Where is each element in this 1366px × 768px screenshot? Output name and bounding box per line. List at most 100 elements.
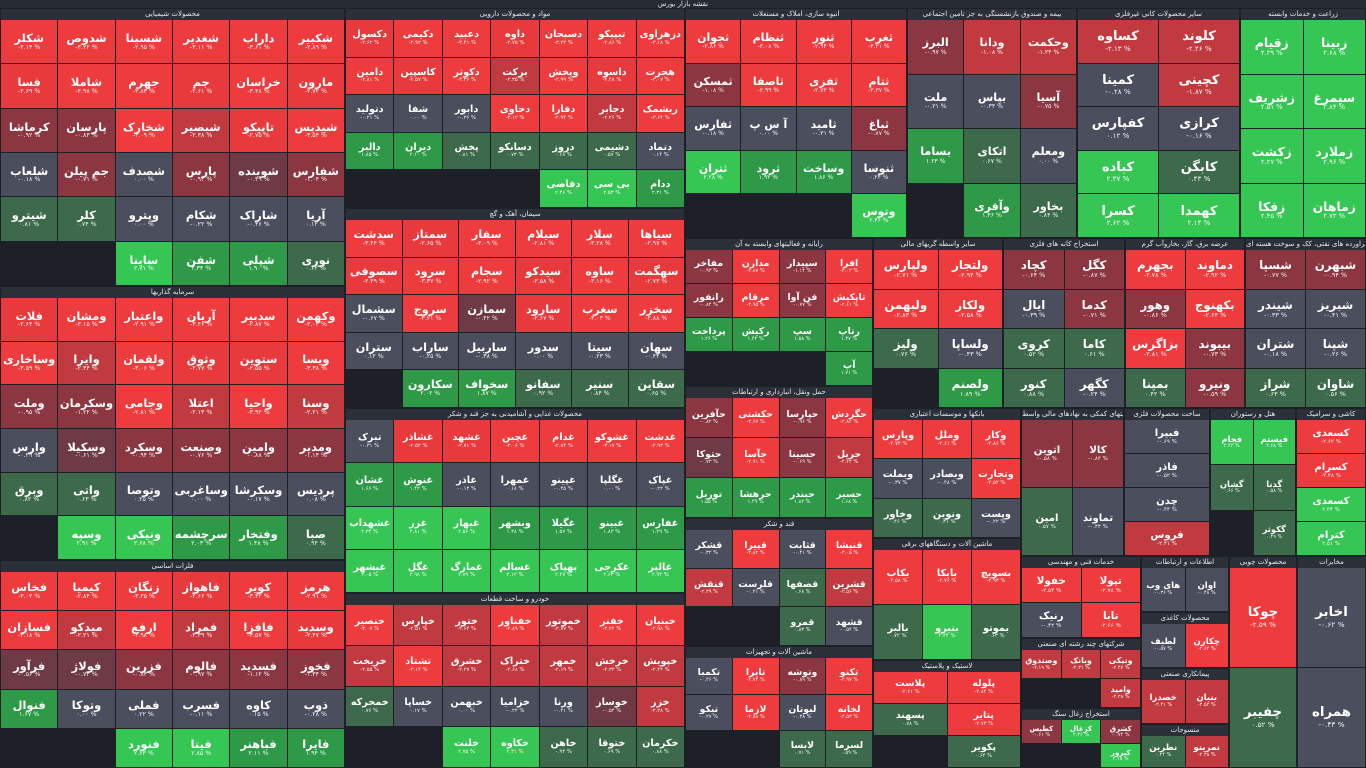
stock-tile: لبوتان -۰.۳۸ % <box>779 694 826 731</box>
stock-change: -۰.۷۱ % <box>1082 310 1106 319</box>
stock-tile: ثفارس -۰.۱۸ % <box>686 107 741 150</box>
stock-tile: تکمبا -۰.۴۶ % <box>686 658 732 694</box>
stock-name: وپترو <box>128 208 159 223</box>
stock-name: دشیمی <box>594 141 630 153</box>
stock-name: صبا <box>305 526 326 541</box>
stock-change: ۰.۰۰ % <box>409 114 427 121</box>
stock-change: ۲.۱۰ % <box>409 152 427 159</box>
stock-change: ۰.۶۸ % <box>794 588 811 595</box>
stock-change: -۲.۹۴ % <box>958 271 982 280</box>
stock-name: وپارس <box>881 429 915 441</box>
stock-tile: خفناور -۲.۸۹ % <box>491 605 539 645</box>
stock-name: غاذر <box>456 475 477 487</box>
stock-tile: لخانه -۲.۵۳ % <box>826 694 872 731</box>
stock-name: سقاین <box>637 378 676 392</box>
stock-change: ۰.۸۲ % <box>19 495 40 503</box>
stock-change: ۲.۴۷ % <box>554 572 572 579</box>
stock-name: کدما <box>1081 297 1107 312</box>
stock-tile: خاهن ۰.۹۴ % <box>539 727 588 767</box>
stock-change: -۳.۸۳ % <box>132 87 155 95</box>
stock-name: شبهرن <box>1314 258 1357 273</box>
stock-change: ۲.۱۴ % <box>1187 217 1211 227</box>
stock-change: -۱.۱۲ % <box>247 671 270 679</box>
stock-name: دروز <box>552 141 575 153</box>
stock-change: -۲.۵۵ % <box>247 364 270 372</box>
sector: بانکها و موسسات اعتباری وکار -۲.۸۶ % وملل -۲… <box>873 408 1021 538</box>
stock-change: -۲.۱۹ % <box>1032 664 1051 671</box>
sector: محصولات کاغذی چکارن -۲.۶۴ % لطیف -۰.۵۷ % <box>1141 612 1229 668</box>
stock-change: -۳.۰۶ % <box>505 442 525 449</box>
stock-tile: شفارس -۱.۰۴ % <box>287 152 344 197</box>
stock-tile: ثتران ۲.۲۸ % <box>686 150 741 194</box>
stock-name: سهان <box>640 340 673 354</box>
stock-tile: کگل -۰.۸۷ % <box>1064 250 1124 289</box>
tile-grid: قنیشا -۳.۰۵ % قثابت -۰.۴۱ % قپیرا -۲.۸۲ % قشکر… <box>686 530 872 645</box>
stock-name: سدبیر <box>241 308 276 323</box>
stock-tile: ومعلم ۰.۰۰ % <box>1020 129 1076 183</box>
stock-name: پردیس <box>296 483 335 498</box>
stock-name: ختور <box>455 615 478 627</box>
stock-name: وتجارت <box>978 469 1014 481</box>
stock-name: ثتام <box>868 74 890 88</box>
stock-tile: وامید -۲.۲۸ % <box>1101 679 1140 707</box>
sector: حمل ونقل، انبارداری و ارتباطات حگردش -۲.۸۴… <box>685 386 873 518</box>
stock-change: -۲.۱۳ % <box>1105 43 1131 53</box>
stock-change: -۱.۱۴ % <box>304 452 327 460</box>
stock-change: ۰.۵۸ % <box>1266 488 1283 495</box>
stock-change: ۰.۴۳ % <box>1187 174 1211 184</box>
stock-name: کروی <box>1017 337 1050 352</box>
stock-tile: کسعدی ۲.۳۴ % <box>1297 488 1365 521</box>
stock-change: -۰.۸۳ % <box>1088 455 1108 462</box>
stock-name: دتولید <box>355 104 384 116</box>
stock-change: -۴.۹۸ % <box>75 87 98 95</box>
stock-change: -۲.۵۲ % <box>986 479 1006 486</box>
stock-change: ۰.۰۰ % <box>758 130 779 138</box>
stock-name: فن آوا <box>787 291 818 303</box>
stock-change: -۲.۶۶ % <box>1100 622 1121 629</box>
stock-name: وسدید <box>297 619 334 634</box>
stock-name: فخوز <box>301 658 331 673</box>
stock-tile: سلار -۳.۲۸ % <box>572 220 628 257</box>
stock-change: ۲.۳۶ % <box>1073 731 1090 738</box>
stock-change: ۰.۰۸ % <box>305 495 326 503</box>
stock-name: جم <box>192 75 210 90</box>
stock-change: ۲.۳۱ % <box>651 190 669 197</box>
stock-name: شسپا <box>1259 258 1292 273</box>
stock-change: ۱.۷۱ % <box>840 369 858 376</box>
stock-change: ۱.۸۳ % <box>603 529 621 535</box>
stock-tile: وساخاری -۳.۵۹ % <box>1 341 58 385</box>
stock-tile: ولبهمن -۲.۸۳ % <box>874 289 938 328</box>
stock-change: -۲.۹۱ % <box>304 592 327 600</box>
stock-name: وبشهر <box>499 518 531 530</box>
stock-change: ۰.۱۲ % <box>1106 130 1130 140</box>
stock-tile: سمازن -۰.۴۲ % <box>459 295 515 332</box>
stock-name: زفکا <box>1258 198 1286 214</box>
stock-name: چوکا <box>1247 605 1279 621</box>
stock-change: ۲.۶۳ % <box>603 572 621 579</box>
stock-tile: وارس -۰.۲۹ % <box>1 429 58 472</box>
stock-change: -۰.۷۵ % <box>1037 103 1060 111</box>
stock-name: غدام <box>552 431 575 443</box>
tile-grid: وکهمن -۳.۰۴ % سدبیر -۲.۸۷ % آریان -۳.۴۶ % واعت… <box>1 298 344 559</box>
stock-tile: میدکو -۲.۲۱ % <box>58 611 115 650</box>
stock-change: -۲.۷۶ % <box>937 578 957 585</box>
stock-change: -۳.۲۲ % <box>75 43 98 51</box>
stock-change: -۰.۲۲ % <box>190 220 213 228</box>
stock-name: رکیش <box>741 325 770 337</box>
stock-name: حآسا <box>744 448 768 460</box>
stock-name: ولبهمن <box>884 297 928 312</box>
stock-change: -۰.۴۱ % <box>1323 310 1348 319</box>
stock-name: شفا <box>408 104 429 116</box>
stock-change: -۳.۴۱ % <box>457 39 477 46</box>
stock-name: خراسان <box>236 75 281 90</box>
sector-title: عرضه برق، گاز، بخاروآب گرم <box>1126 239 1244 250</box>
stock-name: دکوثر <box>453 66 480 78</box>
stock-name: کویر <box>245 580 272 595</box>
stock-name: سغرب <box>581 302 618 316</box>
stock-tile: قشکر -۰.۳۲ % <box>686 530 732 568</box>
tile-grid: چوکا -۲.۵۹ % چفیبر ۰.۵۲ % <box>1230 568 1296 767</box>
stock-name: داوه <box>505 29 525 41</box>
tile-grid: ونیکی -۲.۴۷ % وبانک -۲.۳۱ % وصندوق -۲.۱۹ % وام… <box>1022 650 1140 707</box>
stock-tile: فباهنر ۲.۱۱ % <box>230 728 287 767</box>
stock-change: -۲.۸۱ % <box>360 77 380 84</box>
